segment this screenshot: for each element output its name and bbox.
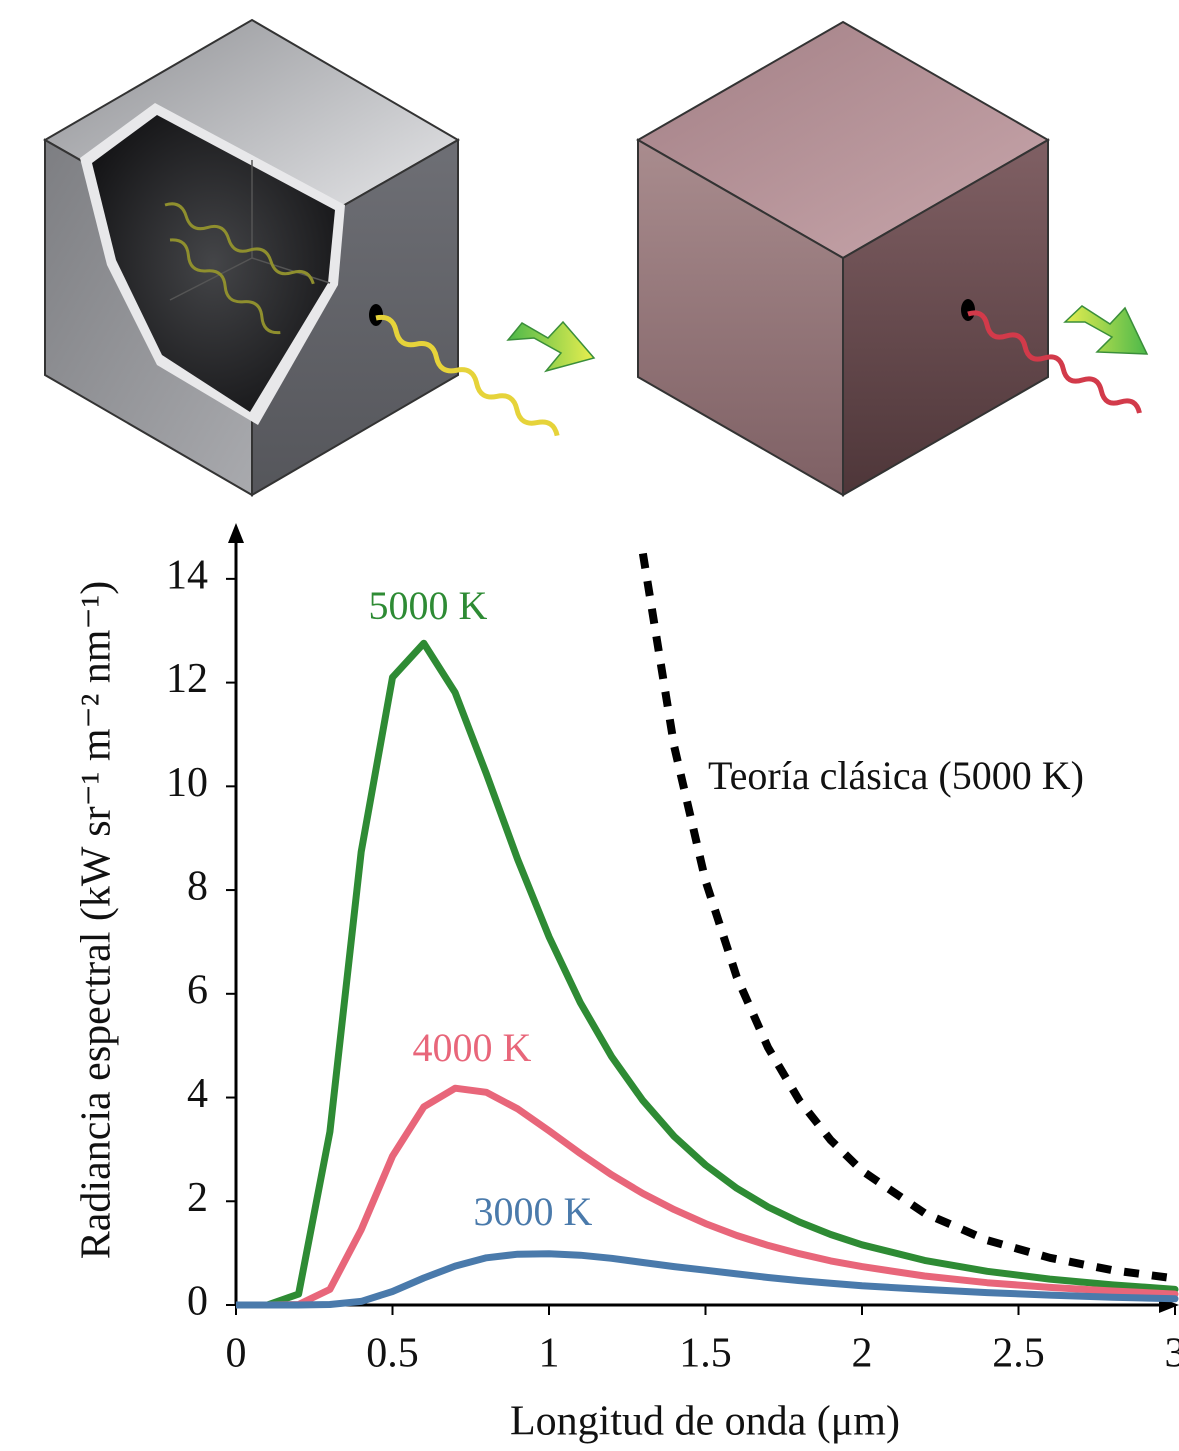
series-line <box>638 552 1176 1283</box>
y-tick-label: 10 <box>166 760 208 806</box>
series-group <box>236 552 1179 1309</box>
series-label: 4000 K <box>413 1025 532 1070</box>
y-axis-title: Radiancia espectral (kW sr⁻¹ m⁻² nm⁻¹) <box>74 581 120 1259</box>
series-line <box>236 639 1179 1309</box>
x-tick-label: 1.5 <box>679 1331 732 1377</box>
x-tick-label: 0.5 <box>366 1331 419 1377</box>
x-tick-label: 3 <box>1165 1331 1179 1377</box>
cavity-illustration <box>42 18 596 497</box>
y-tick-label: 8 <box>187 864 208 910</box>
x-tick-label: 1 <box>539 1331 560 1377</box>
y-tick-label: 12 <box>166 656 208 702</box>
body-illustration <box>635 20 1149 497</box>
y-tick-label: 4 <box>187 1071 208 1117</box>
series-line <box>236 1250 1179 1309</box>
x-axis-title: Longitud de onda (μm) <box>510 1399 900 1445</box>
x-tick-label: 0 <box>226 1331 247 1377</box>
y-axis-arrow <box>228 523 244 543</box>
x-tick-label: 2 <box>852 1331 873 1377</box>
series-line <box>236 1084 1179 1309</box>
y-tick-label: 2 <box>187 1175 208 1221</box>
y-tick-label: 0 <box>187 1279 208 1325</box>
y-tick-label: 6 <box>187 967 208 1013</box>
series-label: 3000 K <box>474 1189 593 1234</box>
y-tick-label: 14 <box>166 553 208 599</box>
x-tick-label: 2.5 <box>992 1331 1045 1377</box>
series-label: Teoría clásica (5000 K) <box>708 753 1084 798</box>
series-label: 5000 K <box>369 583 488 628</box>
plot-area: 0 0.5 1 1.5 2 2.5 3 0 2 4 6 8 10 12 14 5000 K 4000 K 3000… <box>166 523 1179 1377</box>
